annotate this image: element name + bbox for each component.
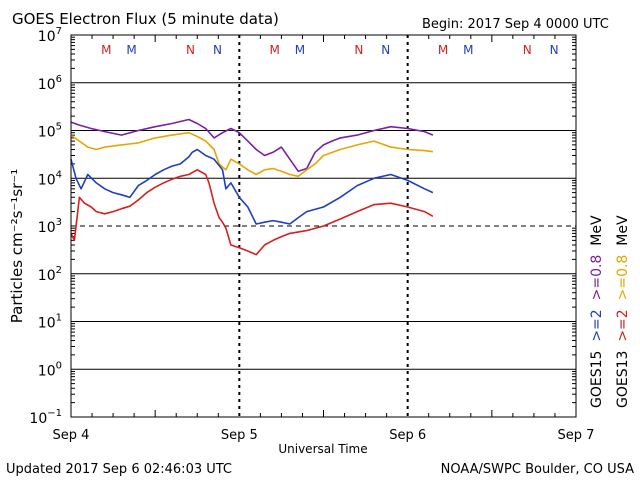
y-tick-label: 106 bbox=[38, 74, 62, 93]
series-line-2 bbox=[70, 148, 434, 225]
legend-row-text: GOES15 >=2 >=0.8 MeV bbox=[589, 215, 605, 408]
y-tick-label: 104 bbox=[38, 169, 62, 188]
x-tick-label: Sep 6 bbox=[389, 428, 426, 443]
chart-title: GOES Electron Flux (5 minute data) bbox=[12, 10, 279, 28]
legend-gap bbox=[589, 300, 605, 309]
y-tick-label: 10−1 bbox=[29, 408, 62, 427]
legend-energy-08mev: >=0.8 bbox=[615, 255, 631, 301]
y-tick-base: 10 bbox=[38, 268, 56, 284]
y-tick-base: 10 bbox=[38, 172, 56, 188]
legend-energy-2mev: >=2 bbox=[615, 309, 631, 341]
y-tick-label: 105 bbox=[38, 122, 62, 141]
x-tick-labels: Sep 4 Sep 5 Sep 6 Sep 7 bbox=[53, 428, 595, 443]
y-tick-base: 10 bbox=[29, 411, 47, 427]
mn-marker: M bbox=[270, 43, 280, 57]
x-tick-label: Sep 4 bbox=[53, 428, 90, 443]
legend-row-text: GOES13 >=2 >=0.8 MeV bbox=[615, 215, 631, 408]
mn-marker: N bbox=[381, 43, 390, 57]
mn-marker: N bbox=[186, 43, 195, 57]
y-tick-exponent: 6 bbox=[56, 74, 62, 85]
mn-marker: N bbox=[550, 43, 559, 57]
legend-gap bbox=[615, 300, 631, 309]
series-line-3 bbox=[70, 169, 434, 256]
mn-marker: M bbox=[126, 43, 136, 57]
mn-marker: M bbox=[101, 43, 111, 57]
legend-gap bbox=[589, 342, 605, 351]
plot-frame bbox=[70, 34, 577, 418]
x-tick-label: Sep 7 bbox=[558, 428, 595, 443]
y-tick-base: 10 bbox=[38, 125, 56, 141]
y-tick-exponent: −1 bbox=[47, 408, 62, 419]
series-line-0 bbox=[70, 118, 434, 173]
legend-gap bbox=[615, 342, 631, 351]
y-axis-label: Particles cm⁻²s⁻¹sr⁻¹ bbox=[8, 169, 26, 323]
mn-marker: M bbox=[463, 43, 473, 57]
y-tick-exponent: 1 bbox=[56, 313, 62, 324]
legend-satellite: GOES15 bbox=[589, 351, 605, 408]
y-tick-exponent: 3 bbox=[56, 217, 62, 228]
x-axis-label: Universal Time bbox=[278, 442, 367, 456]
credit-label: NOAA/SWPC Boulder, CO USA bbox=[441, 462, 634, 477]
legend-gap bbox=[589, 246, 605, 255]
y-tick-exponent: 7 bbox=[56, 26, 62, 37]
y-tick-exponent: 2 bbox=[56, 265, 62, 276]
grid-layer bbox=[71, 35, 576, 417]
legend-unit: MeV bbox=[615, 215, 631, 246]
mn-marker: M bbox=[438, 43, 448, 57]
y-tick-base: 10 bbox=[38, 77, 56, 93]
y-tick-exponent: 5 bbox=[56, 122, 62, 133]
legend-energy-2mev: >=2 bbox=[589, 309, 605, 341]
updated-timestamp: Updated 2017 Sep 6 02:46:03 UTC bbox=[6, 462, 232, 477]
y-tick-label: 101 bbox=[38, 313, 62, 332]
y-tick-label: 107 bbox=[38, 26, 62, 45]
y-tick-label: 103 bbox=[38, 217, 62, 236]
y-tick-label: 102 bbox=[38, 265, 62, 284]
legend-satellite: GOES13 bbox=[615, 351, 631, 408]
mn-marker: N bbox=[354, 43, 363, 57]
x-tick-label: Sep 5 bbox=[221, 428, 258, 443]
legend-unit: MeV bbox=[589, 215, 605, 246]
legend-row-goes15: GOES15 >=2 >=0.8 MeV bbox=[589, 215, 605, 408]
y-tick-exponent: 0 bbox=[56, 360, 62, 371]
legend-gap bbox=[615, 246, 631, 255]
y-tick-base: 10 bbox=[38, 220, 56, 236]
y-tick-label: 100 bbox=[38, 360, 62, 379]
legend-row-goes13: GOES13 >=2 >=0.8 MeV bbox=[615, 215, 631, 408]
begin-time-label: Begin: 2017 Sep 4 0000 UTC bbox=[422, 17, 609, 32]
mn-marker: M bbox=[295, 43, 305, 57]
y-tick-exponent: 4 bbox=[56, 169, 62, 180]
y-tick-base: 10 bbox=[38, 29, 56, 45]
series-layer bbox=[70, 118, 434, 256]
mn-marker: N bbox=[213, 43, 222, 57]
legend-energy-08mev: >=0.8 bbox=[589, 255, 605, 301]
y-tick-base: 10 bbox=[38, 363, 56, 379]
mn-marker: N bbox=[523, 43, 532, 57]
series-line-1 bbox=[70, 131, 434, 178]
y-tick-base: 10 bbox=[38, 316, 56, 332]
